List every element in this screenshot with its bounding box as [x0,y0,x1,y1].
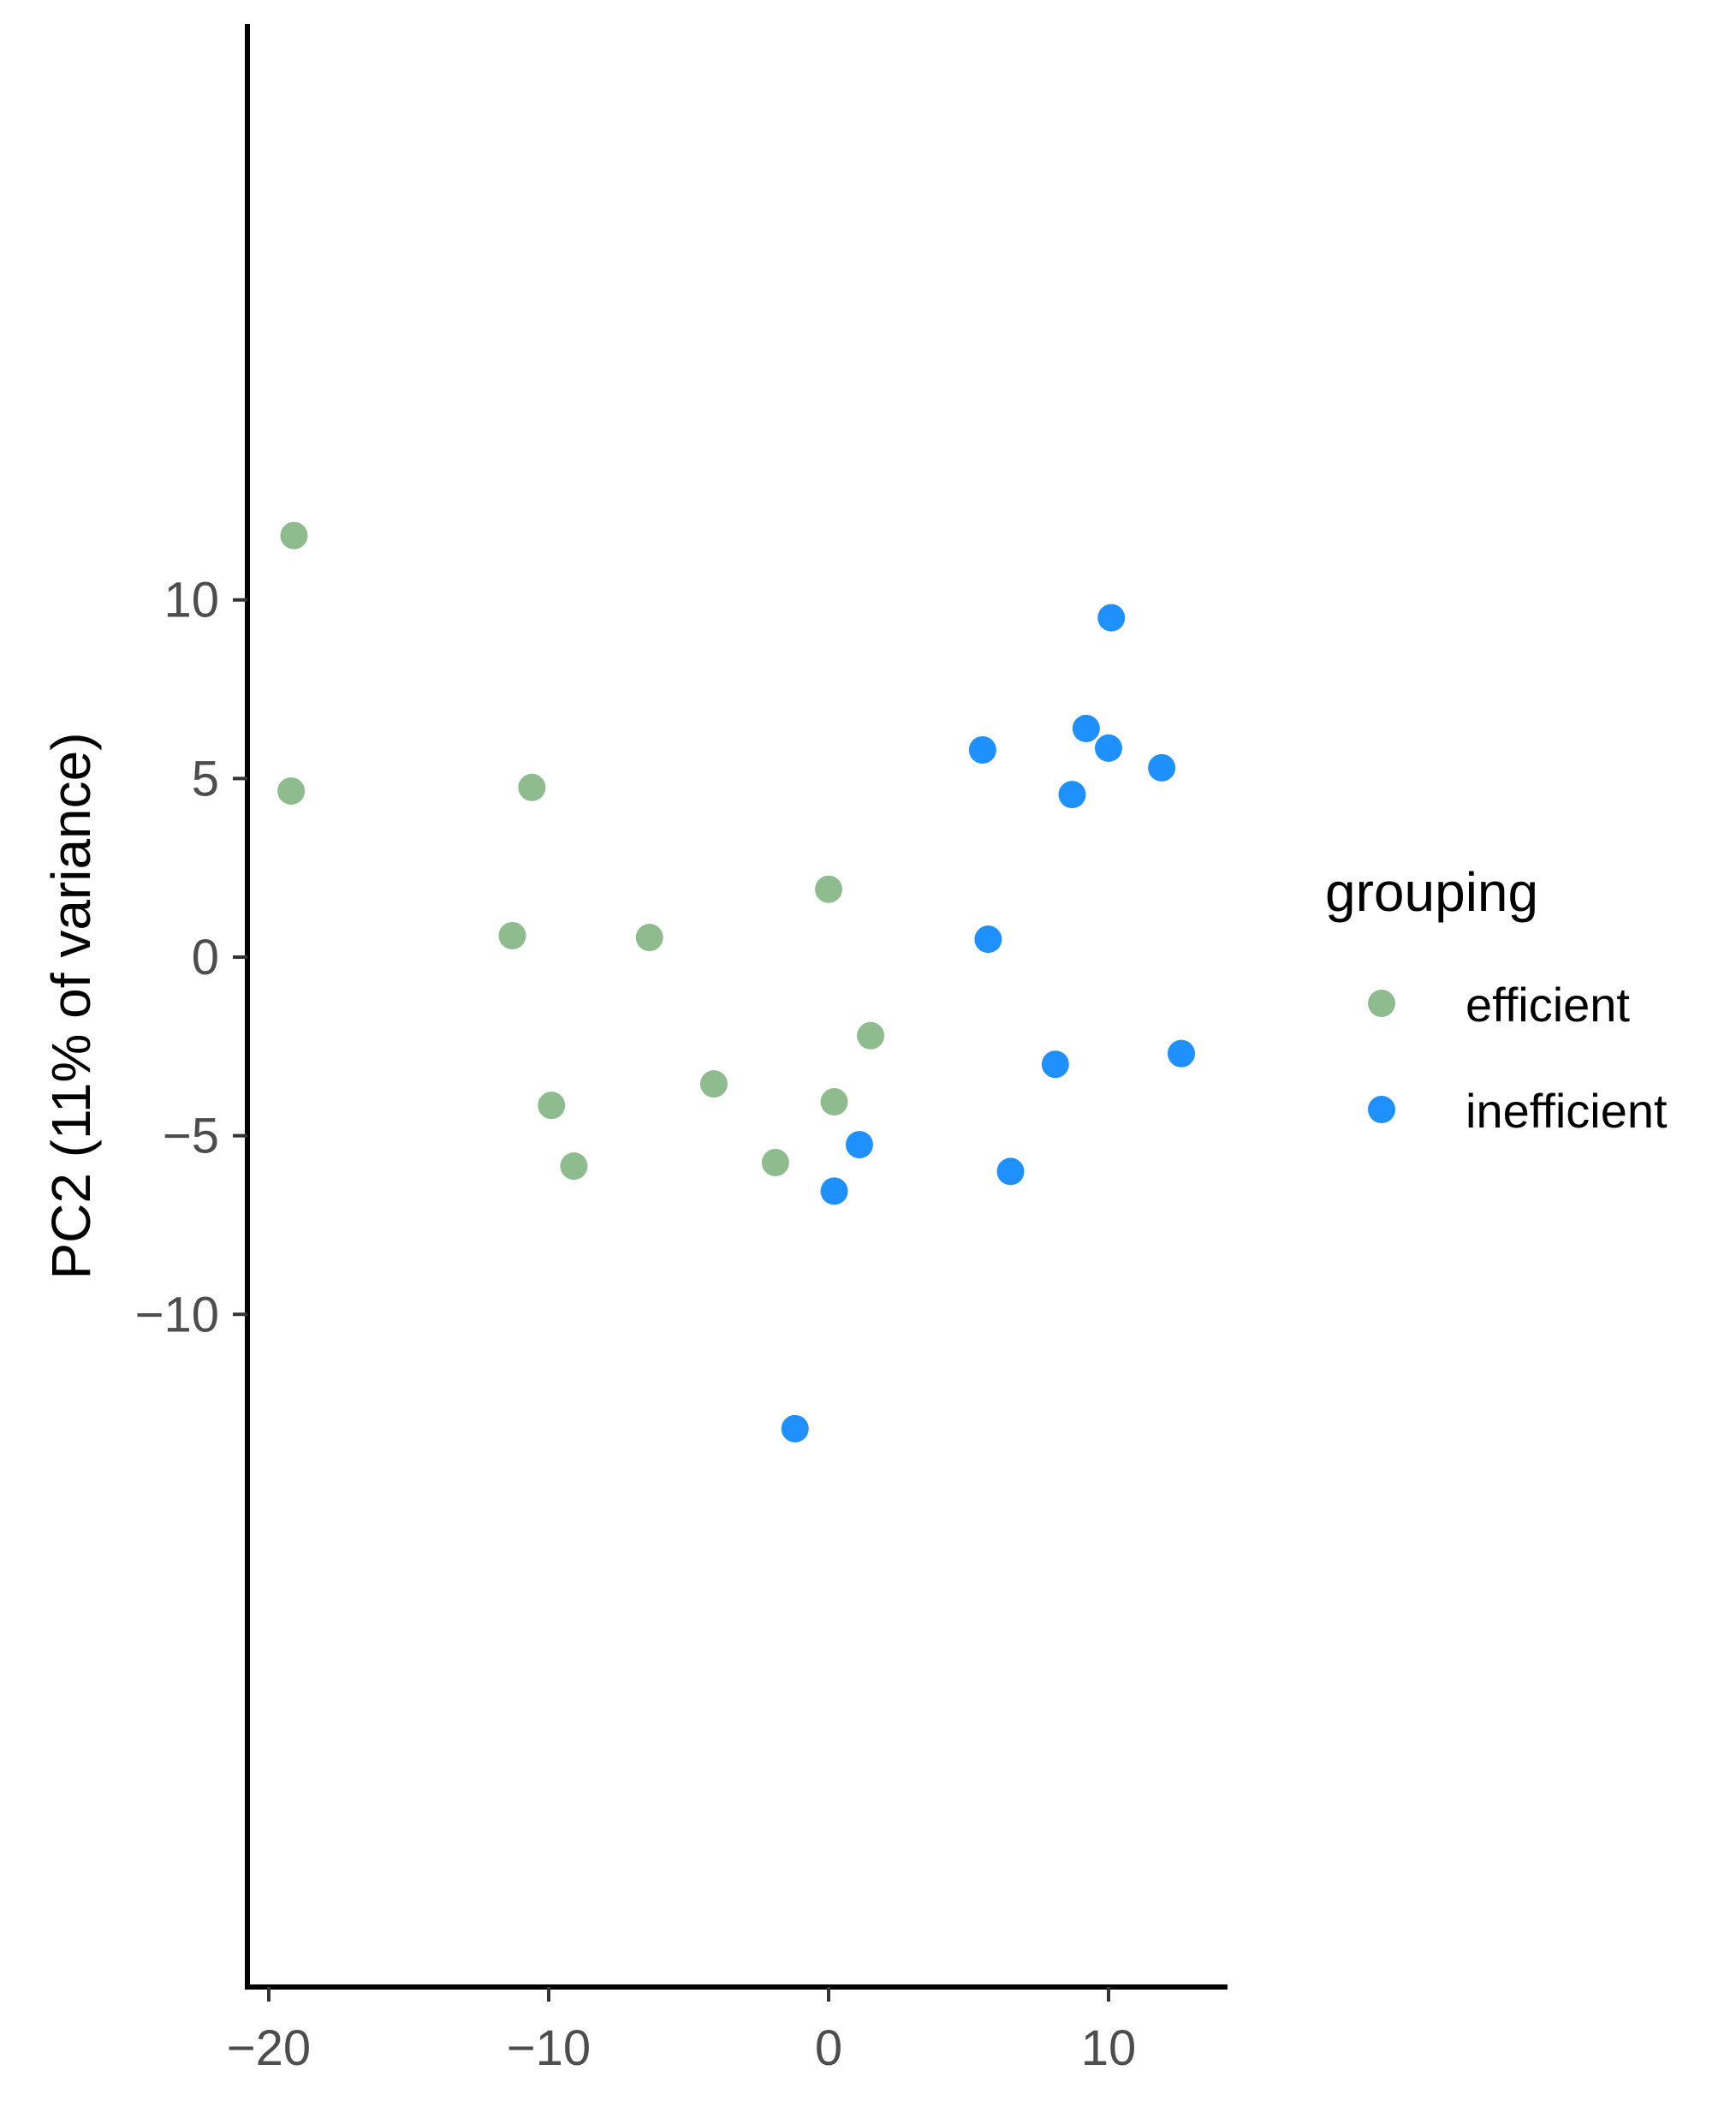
point-inefficient-2 [1072,714,1100,742]
point-inefficient-3 [968,735,996,764]
point-inefficient-1 [1097,604,1126,632]
point-efficient-9 [538,1092,566,1120]
point-inefficient-10 [845,1131,873,1159]
y-axis-title: PC2 (11% of variance) [40,732,102,1279]
point-inefficient-12 [820,1177,848,1205]
legend-label-inefficient: inefficient [1465,1084,1668,1138]
point-inefficient-6 [1058,781,1086,809]
point-efficient-10 [820,1088,848,1116]
y-tick-label: 5 [192,751,219,806]
legend-key-inefficient [1368,1096,1395,1123]
legend: grouping efficient inefficient [1325,861,1668,1138]
points-layer [277,521,1196,1443]
x-tick-label: −20 [227,2020,311,2076]
point-inefficient-8 [1041,1050,1069,1079]
point-inefficient-13 [781,1414,809,1443]
point-inefficient-11 [996,1157,1025,1186]
point-efficient-3 [518,773,546,801]
point-inefficient-4 [1095,734,1122,762]
point-efficient-4 [498,921,526,949]
y-tick-label: −5 [163,1109,219,1164]
y-ticks: −10 −5 0 5 10 [135,573,247,1342]
y-tick-label: 0 [192,930,219,985]
point-efficient-5 [635,924,663,952]
legend-title: grouping [1325,861,1538,923]
point-inefficient-9 [1168,1039,1196,1068]
point-efficient-12 [761,1148,789,1176]
x-ticks: −20 −10 0 10 [227,1987,1136,2076]
point-efficient-6 [815,875,842,903]
point-efficient-7 [857,1021,885,1050]
point-efficient-2 [277,776,306,805]
point-inefficient-5 [1148,753,1176,782]
legend-key-efficient [1368,990,1395,1017]
x-tick-label: 10 [1081,2020,1137,2076]
point-efficient-8 [699,1070,728,1098]
point-efficient-1 [280,521,308,550]
x-tick-label: −10 [507,2020,591,2076]
y-tick-label: 10 [163,573,219,628]
x-tick-label: 0 [815,2020,842,2076]
point-inefficient-7 [974,925,1002,954]
legend-label-efficient: efficient [1465,978,1630,1032]
y-tick-label: −10 [135,1287,219,1342]
point-efficient-11 [560,1152,588,1181]
